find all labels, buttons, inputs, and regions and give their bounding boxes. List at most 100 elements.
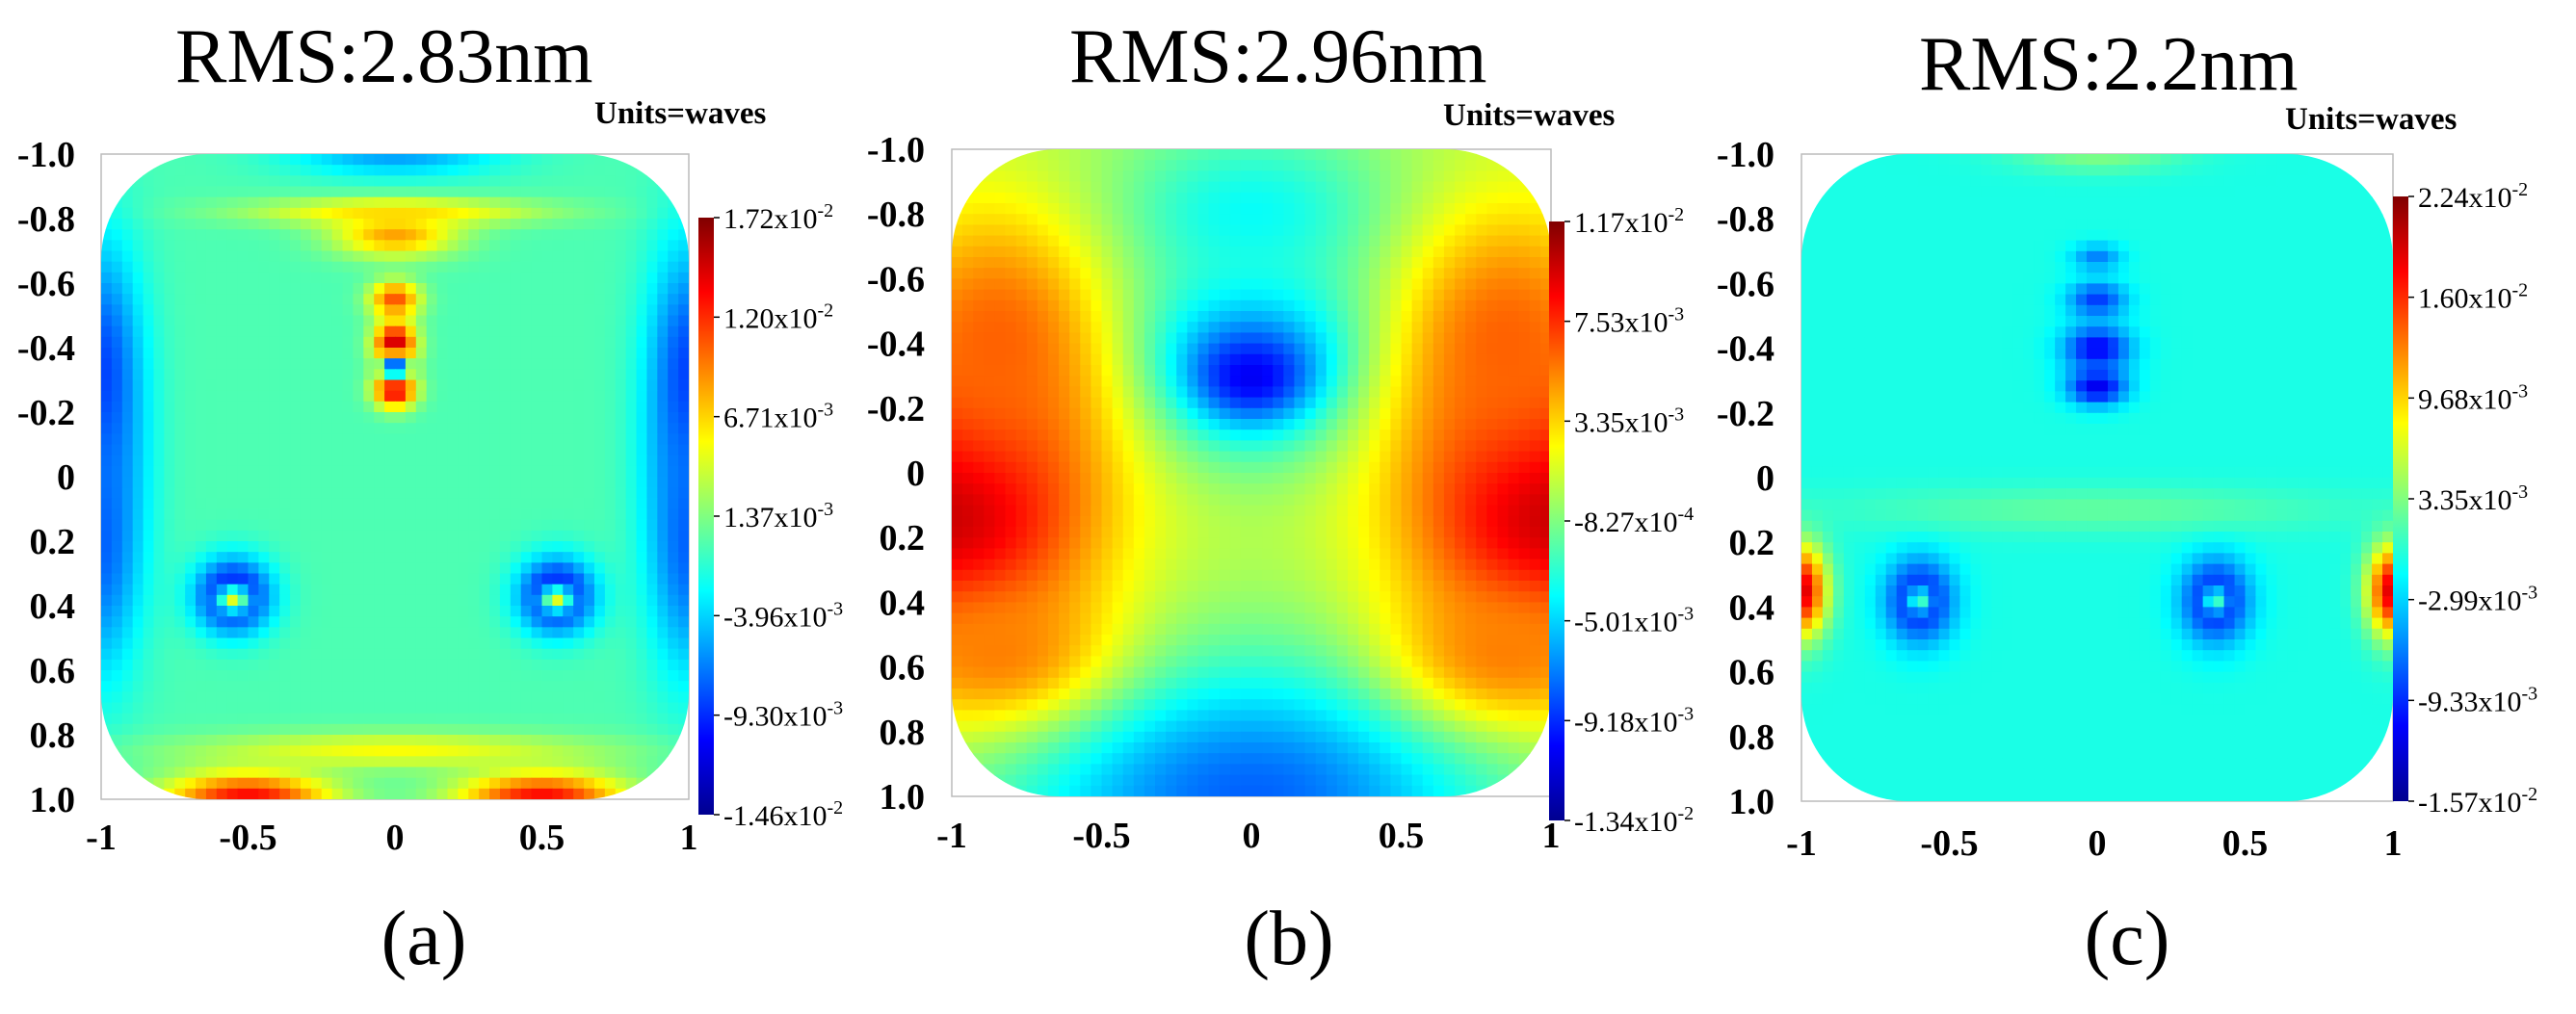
heat-cell <box>1091 419 1103 430</box>
heat-cell <box>1486 214 1499 225</box>
heat-cell <box>636 412 648 424</box>
heat-cell <box>1465 386 1477 399</box>
heat-cell <box>185 401 197 413</box>
heat-cell <box>237 304 250 317</box>
heat-cell <box>1133 376 1145 387</box>
heat-cell <box>279 723 291 736</box>
heat-cell <box>489 165 501 176</box>
heat-cell <box>1112 299 1124 312</box>
y-tick-label: 0.8 <box>30 715 76 756</box>
heat-cell <box>1283 149 1296 161</box>
heat-cell <box>321 175 333 188</box>
heat-cell <box>531 455 543 467</box>
heat-cell <box>1380 235 1391 247</box>
heat-cell <box>447 606 459 617</box>
heat-cell <box>1166 419 1177 430</box>
heat-cell <box>143 659 155 671</box>
heat-cell <box>499 433 512 446</box>
heat-cell <box>415 487 428 499</box>
heat-cell <box>226 584 239 596</box>
heat-cell <box>1091 224 1103 237</box>
heat-cell <box>310 702 323 715</box>
heat-cell <box>1166 440 1177 453</box>
heat-cell <box>1508 376 1520 387</box>
heat-cell <box>1015 257 1028 269</box>
heat-cell <box>121 606 134 617</box>
heat-cell <box>331 219 344 230</box>
heat-cell <box>111 304 123 317</box>
heat-cell <box>1176 376 1188 387</box>
heat-cell <box>1539 257 1551 269</box>
heat-cell <box>174 670 186 682</box>
heat-cell <box>447 283 459 295</box>
heat-cell <box>1143 451 1156 463</box>
heat-cell <box>1091 407 1103 420</box>
heat-cell <box>1273 246 1284 258</box>
heat-cell <box>174 616 186 628</box>
heat-cell <box>342 240 355 252</box>
heat-cell <box>604 735 617 746</box>
heat-cell <box>668 573 679 585</box>
heat-cell <box>101 315 113 327</box>
heat-cell <box>101 465 113 478</box>
heat-cell <box>1304 311 1317 323</box>
heat-cell <box>593 348 606 359</box>
heat-cell <box>479 723 490 736</box>
heat-cell <box>1422 440 1434 453</box>
heat-cell <box>468 390 480 403</box>
heat-cell <box>1262 311 1274 323</box>
heat-cell <box>1133 257 1145 269</box>
heat-cell <box>973 181 985 194</box>
heat-cell <box>269 508 280 521</box>
heat-cell <box>973 440 985 453</box>
heat-cell <box>458 175 469 188</box>
heat-cell <box>447 670 459 682</box>
heat-cell <box>415 283 428 295</box>
heat-cell <box>615 648 627 661</box>
heat-cell <box>973 419 985 430</box>
heat-cell <box>1219 149 1231 161</box>
heat-cell <box>1197 299 1210 312</box>
heat-cell <box>479 530 490 542</box>
heat-cell <box>657 487 669 499</box>
heat-cell <box>374 455 385 467</box>
heat-cell <box>185 767 197 779</box>
y-tick-label: -0.8 <box>17 199 75 240</box>
heat-cell <box>1539 343 1551 355</box>
heat-cell <box>615 465 627 478</box>
heat-cell <box>615 433 627 446</box>
heat-cell <box>520 165 533 176</box>
heat-cell <box>1380 170 1391 183</box>
heat-cell <box>447 165 459 176</box>
heat-cell <box>1294 289 1306 301</box>
heat-cell <box>1529 397 1541 409</box>
heat-cell <box>510 325 522 338</box>
heat-cell <box>1176 224 1188 237</box>
heat-cell <box>1015 192 1028 204</box>
heat-cell <box>1486 322 1499 333</box>
heat-cell <box>353 584 364 596</box>
heat-cell <box>1411 299 1424 312</box>
heat-cell <box>395 229 407 241</box>
heat-cell <box>636 304 648 317</box>
heat-cell <box>342 498 355 510</box>
heat-cell <box>1015 268 1028 279</box>
heat-cell <box>1197 246 1210 258</box>
heat-cell <box>174 433 186 446</box>
heat-cell <box>248 401 259 413</box>
heat-cell <box>499 219 512 230</box>
heat-cell <box>405 498 417 510</box>
heat-cell <box>458 423 469 434</box>
heat-cell <box>290 250 302 263</box>
heat-cell <box>1465 343 1477 355</box>
heat-cell <box>563 165 574 176</box>
heat-cell <box>584 390 595 403</box>
heat-cell <box>279 283 291 295</box>
heat-cell <box>520 530 533 542</box>
heat-cell <box>1465 268 1477 279</box>
heat-cell <box>205 433 218 446</box>
heat-cell <box>269 369 280 381</box>
heat-cell <box>164 487 175 499</box>
heat-cell <box>196 455 207 467</box>
heat-cell <box>269 627 280 639</box>
